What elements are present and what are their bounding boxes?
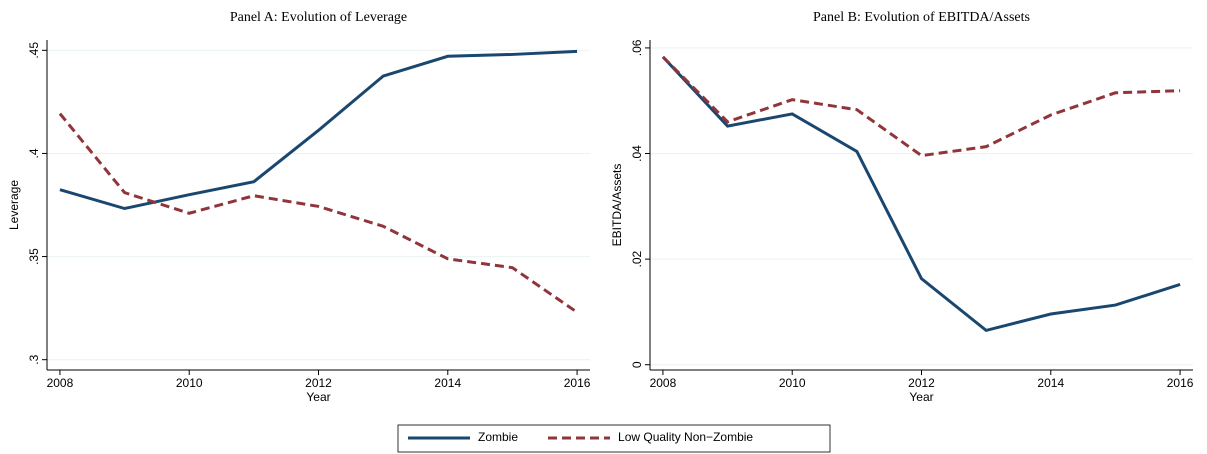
- y-axis-label: EBITDA/Assets: [610, 164, 624, 247]
- x-tick-label: 2008: [47, 376, 74, 390]
- series-line: [58, 112, 578, 314]
- x-axis-label: Year: [306, 390, 330, 404]
- chart-title: Panel A: Evolution of Leverage: [230, 10, 407, 25]
- y-axis-label: Leverage: [7, 180, 21, 230]
- x-tick-label: 2010: [176, 376, 203, 390]
- x-tick-label: 2012: [305, 376, 332, 390]
- y-tick-label: .04: [630, 145, 644, 162]
- y-tick-label: .3: [27, 354, 41, 364]
- series-line: [59, 49, 578, 211]
- x-tick-label: 2014: [1037, 376, 1064, 390]
- y-tick-label: .4: [27, 148, 41, 158]
- series-line: [661, 55, 1181, 333]
- x-axis-label: Year: [909, 390, 933, 404]
- x-tick-label: 2010: [779, 376, 806, 390]
- y-tick-label: 0: [630, 361, 644, 368]
- y-tick-label: .06: [630, 39, 644, 56]
- x-tick-label: 2012: [908, 376, 935, 390]
- x-tick-label: 2016: [1167, 376, 1194, 390]
- series-line: [661, 55, 1181, 158]
- legend-label: Zombie: [478, 430, 518, 444]
- y-tick-label: .35: [27, 248, 41, 265]
- y-tick-label: .45: [27, 42, 41, 59]
- x-tick-label: 2016: [564, 376, 591, 390]
- y-tick-label: .02: [630, 250, 644, 267]
- x-tick-label: 2014: [434, 376, 461, 390]
- x-tick-label: 2008: [650, 376, 677, 390]
- chart-title: Panel B: Evolution of EBITDA/Assets: [813, 10, 1030, 25]
- legend-label: Low Quality Non−Zombie: [618, 430, 753, 444]
